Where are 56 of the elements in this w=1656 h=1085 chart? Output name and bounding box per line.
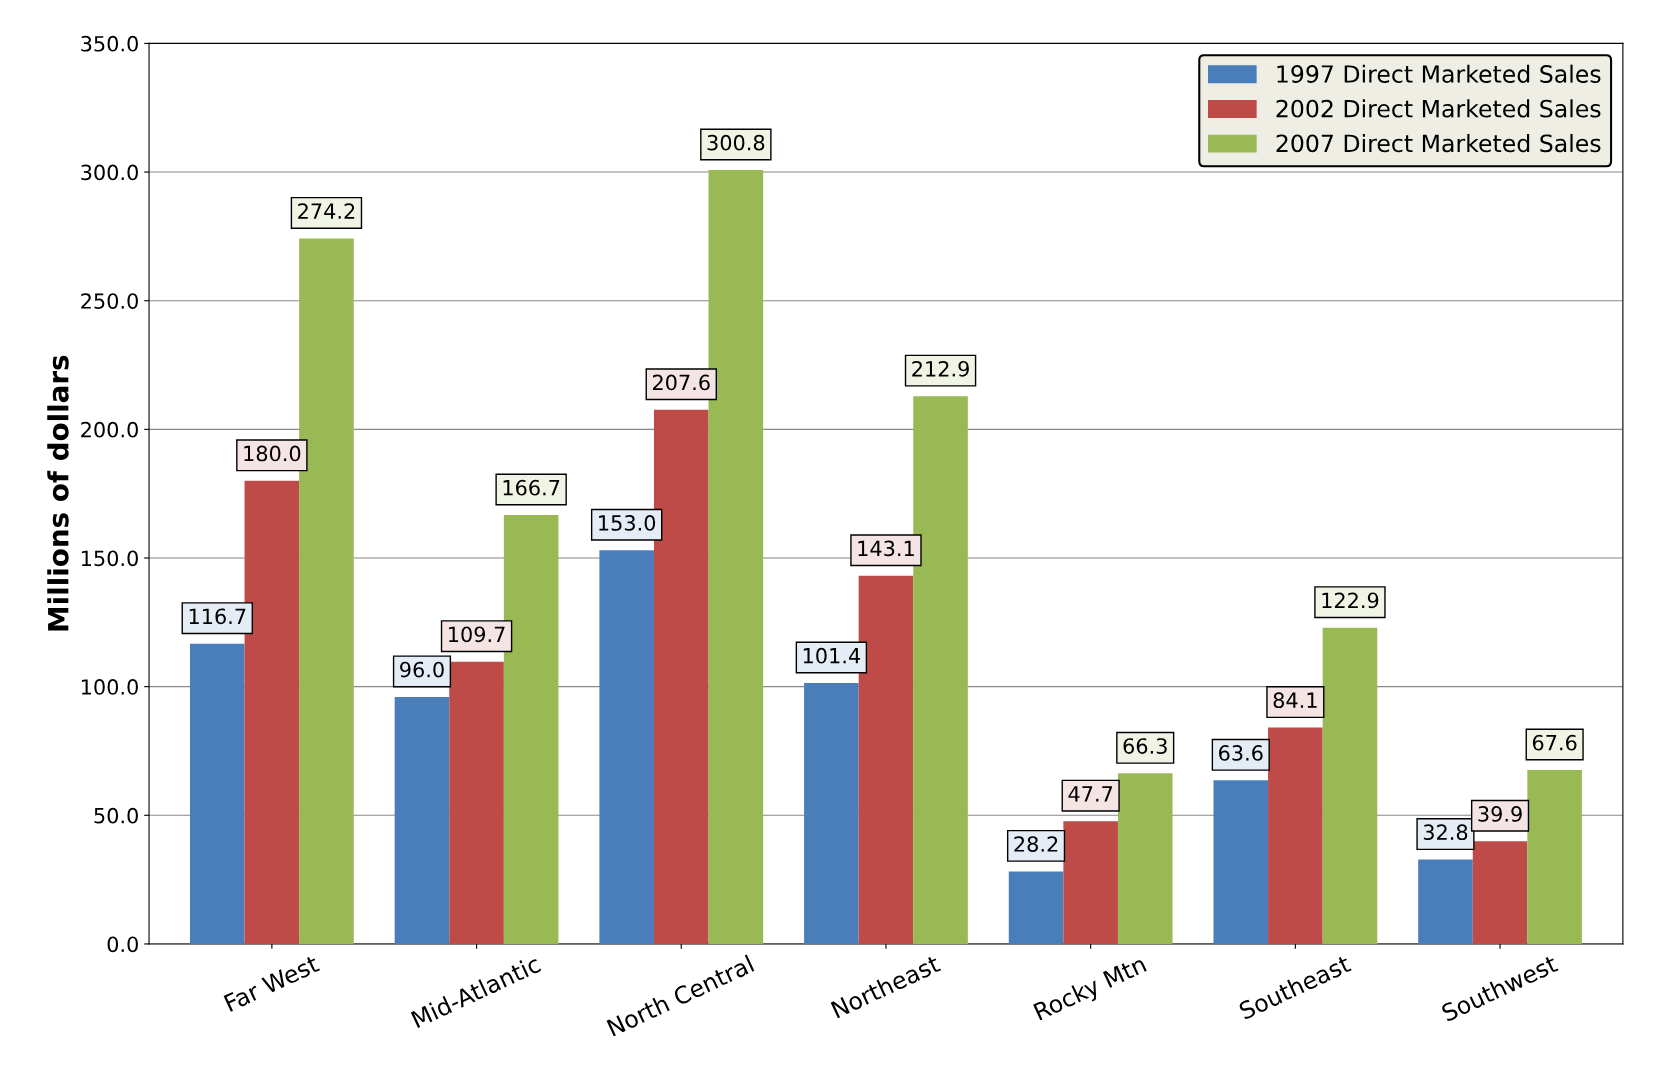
data-label: 101.4 bbox=[803, 647, 861, 664]
x-tick-label: Far West bbox=[223, 954, 321, 1012]
data-label: 84.1 bbox=[1273, 692, 1317, 709]
data-label: 66.3 bbox=[1123, 738, 1167, 754]
y-tick-label: 300.0 bbox=[81, 164, 138, 181]
data-label: 109.7 bbox=[449, 626, 505, 643]
y-tick-label: 100.0 bbox=[81, 679, 138, 695]
data-label: 67.6 bbox=[1532, 734, 1577, 751]
data-label: 39.9 bbox=[1478, 806, 1522, 822]
data-label: 96.0 bbox=[400, 661, 444, 678]
bar bbox=[1322, 627, 1378, 944]
x-tick-label: Rocky Mtn bbox=[1032, 954, 1149, 1025]
data-label: 47.7 bbox=[1068, 786, 1113, 802]
data-label: 143.1 bbox=[858, 540, 914, 557]
bar bbox=[394, 696, 450, 944]
bar bbox=[1063, 821, 1118, 944]
y-tick-label: 350.0 bbox=[81, 35, 138, 52]
bar bbox=[503, 515, 559, 944]
data-label: 166.7 bbox=[503, 479, 560, 496]
data-label: 116.7 bbox=[189, 608, 246, 625]
y-tick-label: 250.0 bbox=[81, 293, 138, 309]
y-tick-label: 0.0 bbox=[107, 936, 138, 953]
bar bbox=[599, 550, 654, 944]
data-label: 300.8 bbox=[707, 134, 765, 151]
y-tick-label: 50.0 bbox=[94, 807, 138, 824]
y-tick-label: 200.0 bbox=[81, 421, 138, 438]
bar bbox=[1418, 859, 1473, 944]
bar bbox=[1268, 727, 1323, 944]
bar bbox=[708, 169, 764, 944]
data-label: 28.2 bbox=[1014, 836, 1058, 852]
data-label: 207.6 bbox=[652, 374, 710, 391]
legend-label: 2002 Direct Marketed Sales bbox=[1276, 99, 1601, 118]
bar bbox=[1527, 770, 1582, 944]
bar bbox=[804, 683, 859, 944]
data-label: 63.6 bbox=[1219, 745, 1263, 761]
bar bbox=[244, 480, 300, 944]
data-label: 32.8 bbox=[1423, 824, 1468, 841]
bar bbox=[449, 661, 504, 944]
bar bbox=[189, 643, 245, 944]
bar bbox=[1117, 773, 1173, 944]
bar bbox=[653, 409, 709, 944]
data-label: 122.9 bbox=[1322, 592, 1379, 609]
legend-label: 1997 Direct Marketed Sales bbox=[1277, 64, 1601, 83]
bar bbox=[1472, 841, 1528, 944]
bar bbox=[913, 396, 968, 944]
bar bbox=[1213, 780, 1269, 944]
data-label: 180.0 bbox=[244, 445, 301, 462]
y-axis-title: Millions of dollars bbox=[47, 355, 69, 631]
bar bbox=[1008, 871, 1064, 944]
bar bbox=[299, 238, 354, 944]
data-label: 153.0 bbox=[599, 515, 656, 531]
legend-label: 2007 Direct Marketed Sales bbox=[1276, 133, 1601, 153]
data-label: 212.9 bbox=[912, 360, 969, 377]
y-tick-label: 150.0 bbox=[81, 550, 138, 567]
data-label: 274.2 bbox=[298, 203, 355, 219]
bar bbox=[858, 575, 914, 944]
